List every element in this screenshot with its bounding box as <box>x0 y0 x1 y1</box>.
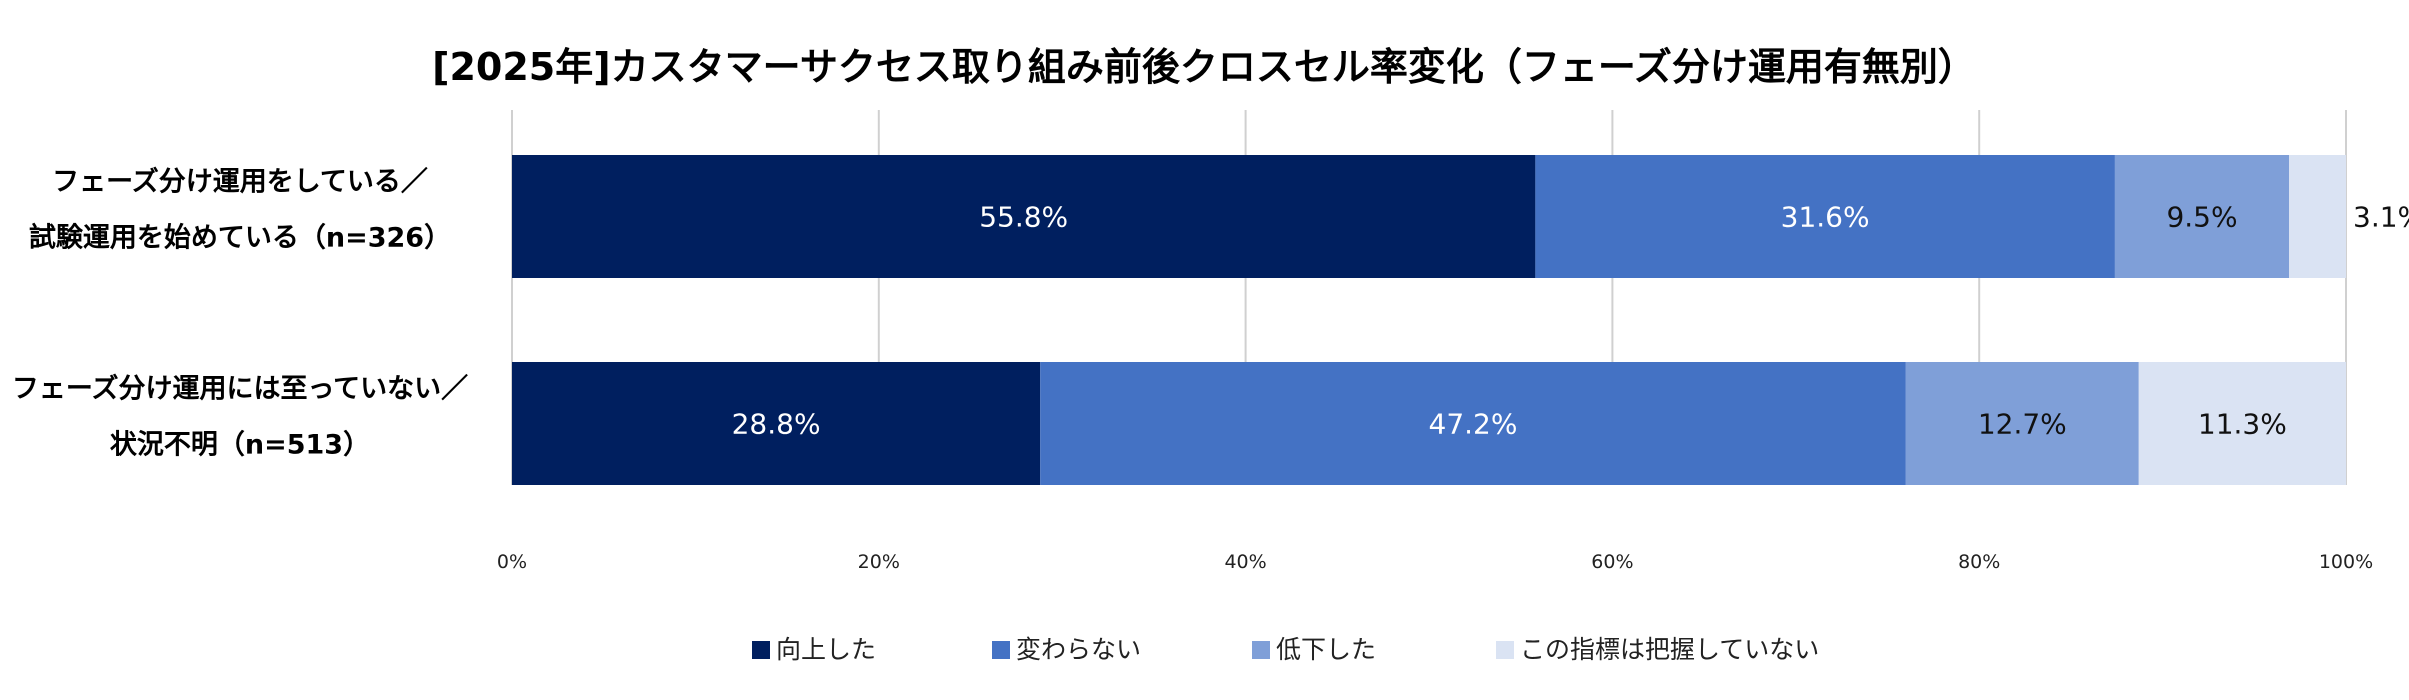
category-labels: フェーズ分け運用をしている／ 試験運用を始めている（n=326） フェーズ分け運用に… <box>12 166 468 461</box>
bar-segment <box>1040 362 1906 485</box>
data-label: 55.8% <box>979 201 1068 234</box>
category-label: 試験運用を始めている（n=326） <box>29 222 451 254</box>
bar-segment <box>2289 155 2346 278</box>
legend-swatch <box>752 641 770 659</box>
data-label: 9.5% <box>2166 201 2237 234</box>
data-label: 28.8% <box>732 408 821 441</box>
x-tick-label: 80% <box>1958 551 2000 573</box>
data-label: 47.2% <box>1429 408 1518 441</box>
chart-title: [2025年]カスタマーサクセス取り組み前後クロスセル率変化（フェーズ分け運用有… <box>432 45 1976 89</box>
data-label: 11.3% <box>2198 408 2287 441</box>
category-label: フェーズ分け運用には至っていない／ <box>12 373 468 405</box>
legend-label: 変わらない <box>1016 635 1141 664</box>
x-axis-ticks: 0% 20% 40% 60% 80% 100% <box>497 551 2373 573</box>
x-tick-label: 20% <box>858 551 900 573</box>
category-label: 状況不明（n=513） <box>110 430 370 461</box>
legend-swatch <box>992 641 1010 659</box>
data-label: 12.7% <box>1978 408 2067 441</box>
bar-segment <box>2114 155 2290 278</box>
x-tick-label: 0% <box>497 551 527 573</box>
x-tick-label: 100% <box>2319 551 2373 573</box>
bar-segment <box>2138 362 2346 485</box>
legend-label: 向上した <box>776 635 876 664</box>
x-tick-label: 60% <box>1591 551 1633 573</box>
bar-segment <box>512 362 1041 485</box>
x-tick-label: 40% <box>1224 551 1266 573</box>
legend-swatch <box>1496 641 1514 659</box>
data-label: 31.6% <box>1781 201 1870 234</box>
legend: 向上した 変わらない 低下した この指標は把握していない <box>752 635 1819 664</box>
data-label: 3.1% <box>2353 201 2409 234</box>
legend-label: この指標は把握していない <box>1520 635 1819 664</box>
legend-label: 低下した <box>1276 635 1376 664</box>
bar-segment <box>1535 155 2115 278</box>
category-label: フェーズ分け運用をしている／ <box>52 166 428 198</box>
bar-segment <box>1905 362 2139 485</box>
bars: 55.8% 31.6% 9.5% 3.1% 28.8% 47.2% 12.7% 11.3% <box>512 155 2409 485</box>
bar-segment <box>512 155 1536 278</box>
legend-swatch <box>1252 641 1270 659</box>
